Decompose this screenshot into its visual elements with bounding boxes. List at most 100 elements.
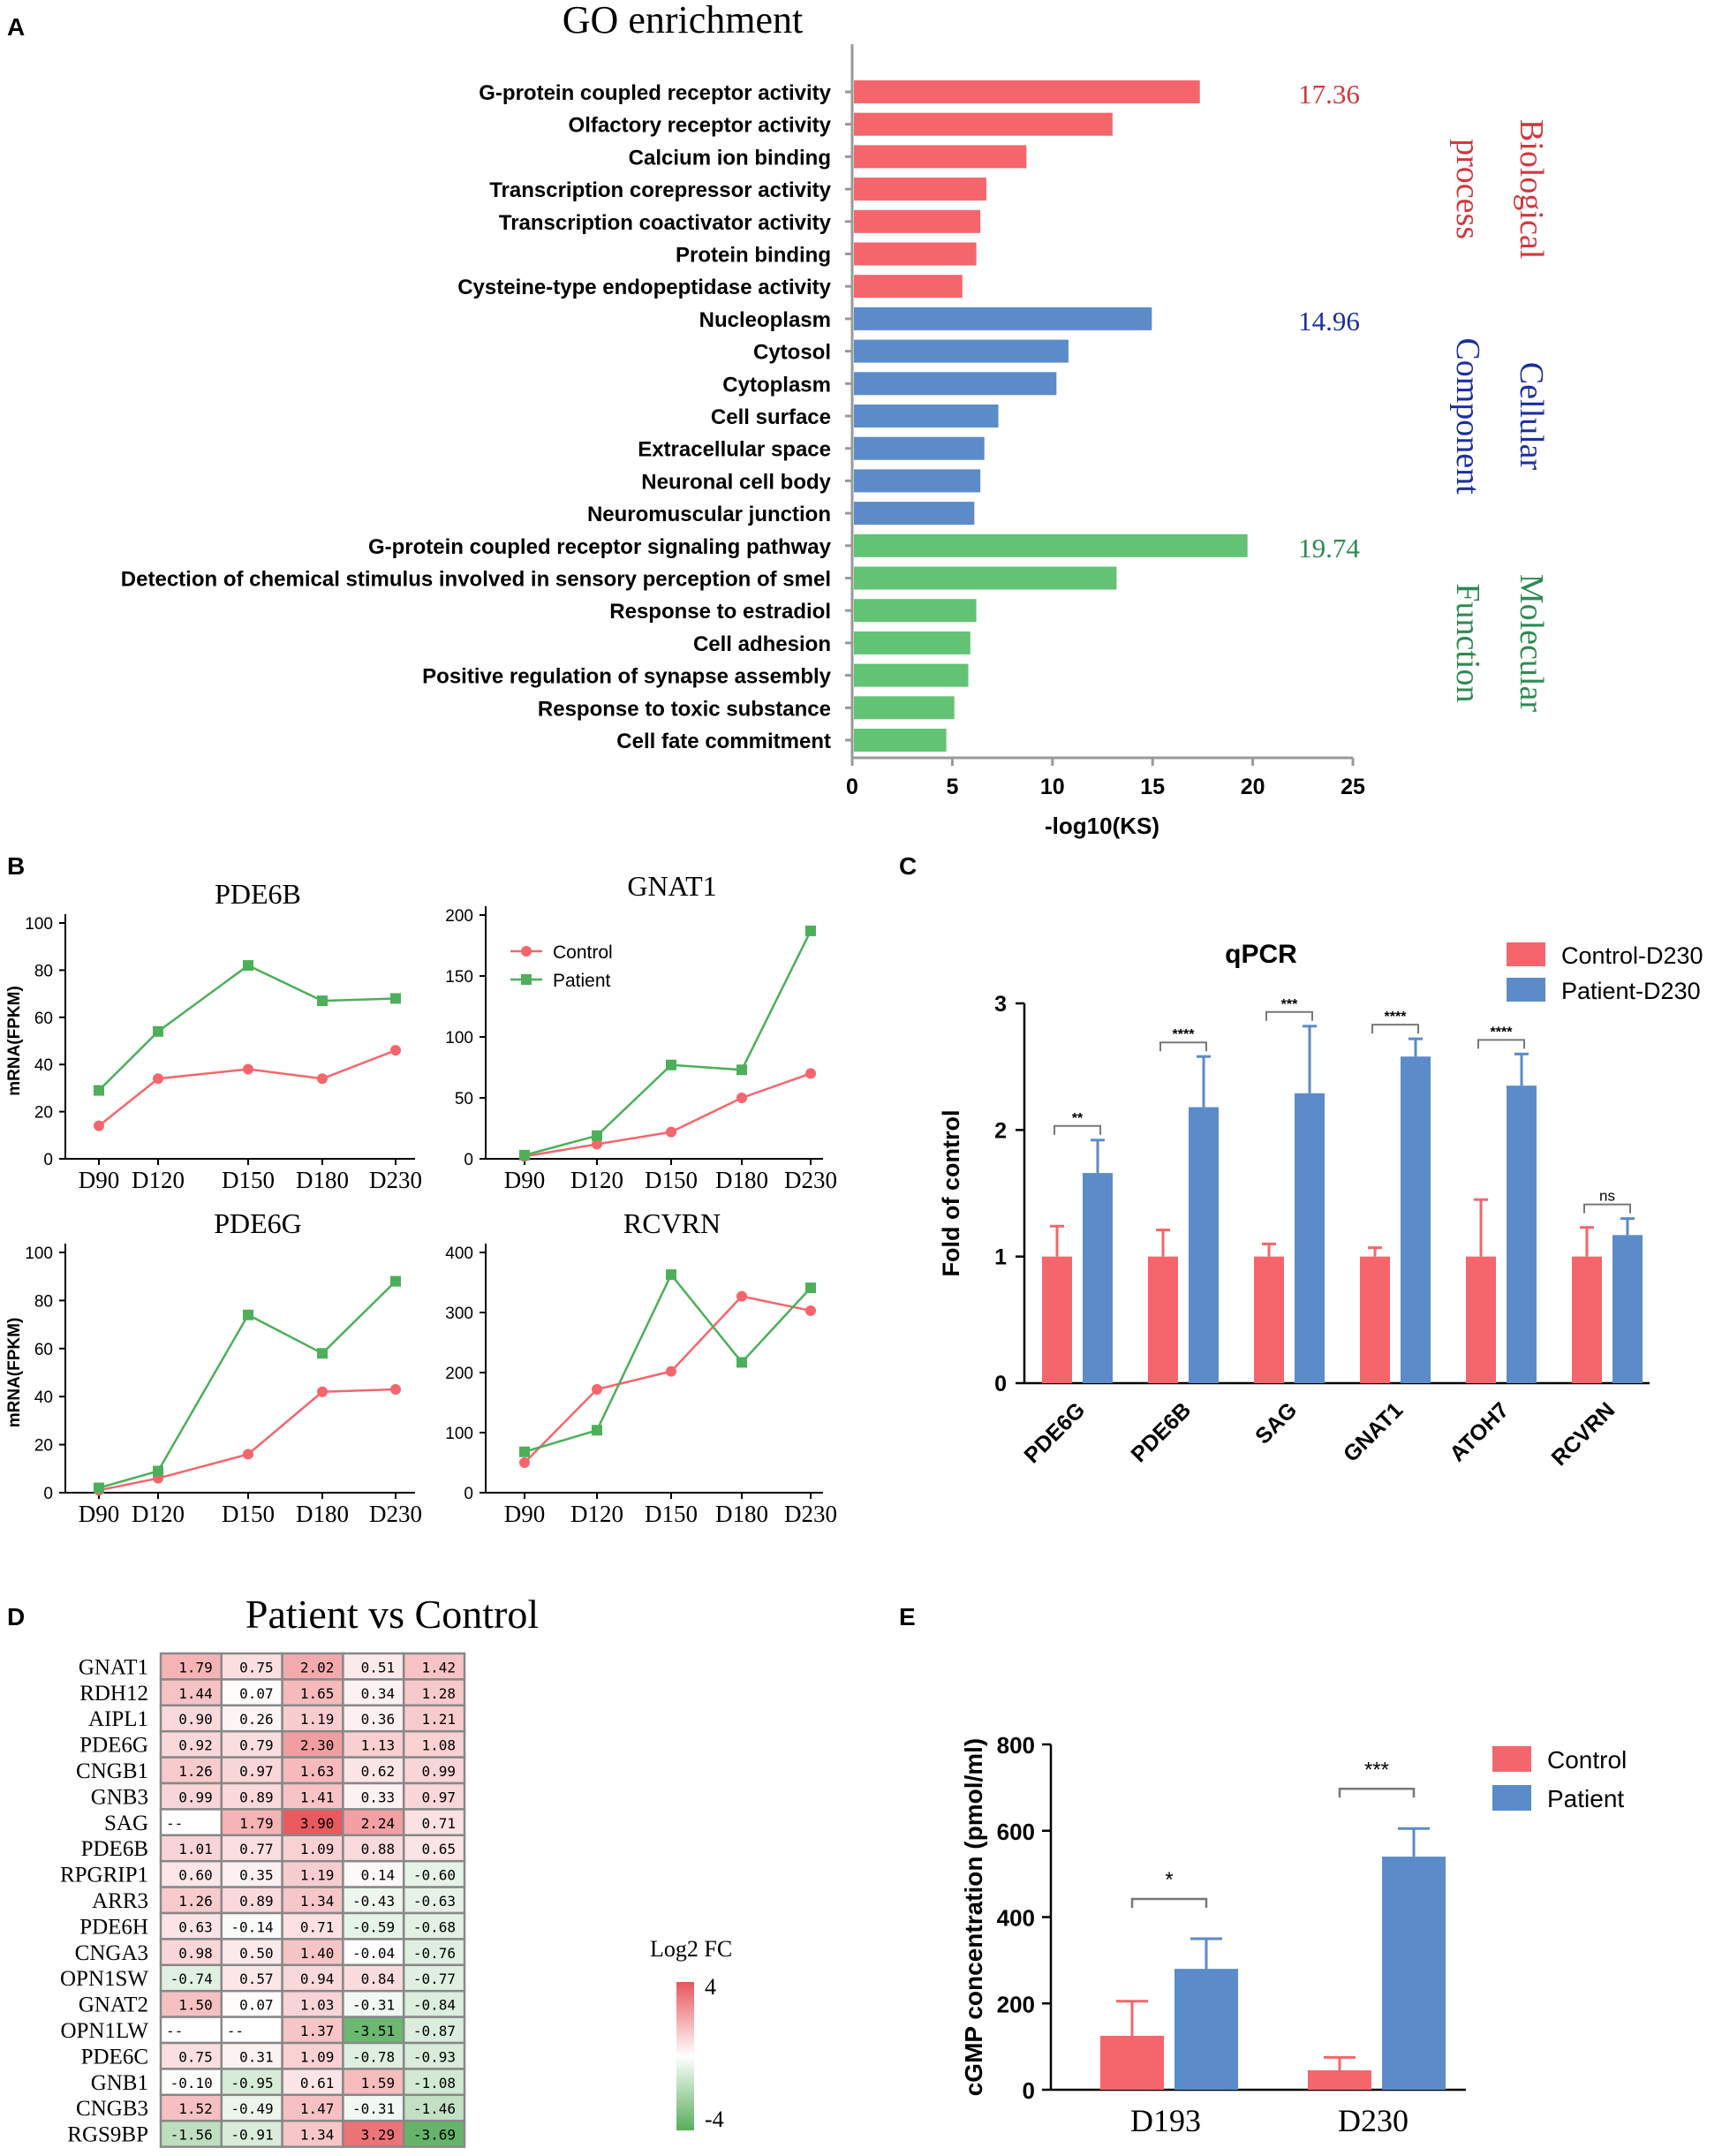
line-chart-y-tick-label: 80 [34, 1292, 53, 1311]
go-max-value-label: 17.36 [1298, 79, 1360, 110]
cgmp-bar [1308, 2070, 1371, 2090]
cgmp-legend-label: Patient [1547, 1785, 1624, 1812]
patient-point [519, 1446, 530, 1457]
heatmap-cell [402, 1729, 466, 1759]
heatmap-cell-value: 0.90 [178, 1711, 213, 1728]
line-chart-y-tick-label: 50 [455, 1090, 473, 1108]
patient-point [666, 1059, 676, 1070]
go-group-label-line2: process [1449, 139, 1486, 239]
qpcr-significance-label: ** [1072, 1111, 1084, 1126]
line-chart-x-tick-label: D90 [504, 1501, 546, 1527]
heatmap-legend-title: Log2 FC [650, 1936, 732, 1962]
heatmap-cell [402, 2093, 466, 2122]
line-chart-x-tick-label: D180 [715, 1167, 768, 1193]
qpcr-bar [1612, 1235, 1643, 1383]
heatmap-cell-value: 0.75 [239, 1659, 274, 1676]
heatmap-cell-value: -0.43 [352, 1893, 395, 1910]
heatmap-row-label: CNGB1 [76, 1759, 148, 1783]
log2fc-heatmap: Patient vs Control GNAT1 1.79 0.75 2.02 0.51 1… [60, 1592, 732, 2148]
control-point [94, 1120, 104, 1131]
heatmap-cell [402, 1859, 466, 1888]
heatmap-cell-value: 1.09 [300, 2048, 335, 2065]
go-bar [854, 469, 981, 493]
line-chart-x-tick-label: D230 [369, 1501, 422, 1527]
go-bar [854, 729, 947, 752]
heatmap-cell-value: 0.36 [361, 1711, 396, 1728]
heatmap-cell-value: 1.13 [361, 1737, 396, 1754]
go-bar [854, 242, 977, 266]
legend-patient-marker [521, 974, 532, 985]
heatmap-cell [159, 2093, 223, 2122]
heatmap-cell [342, 1938, 405, 1967]
patient-point [666, 1269, 676, 1281]
qpcr-x-tick-label: PDE6B [1126, 1397, 1196, 1467]
cgmp-x-tick-label: D230 [1338, 2103, 1409, 2138]
cgmp-legend-swatch [1492, 1746, 1531, 1772]
go-x-tick-label: 10 [1040, 775, 1065, 799]
line-chart-x-tick-label: D150 [645, 1501, 698, 1527]
go-bar [854, 80, 1200, 103]
heatmap-cell-value: 0.62 [361, 1763, 396, 1780]
patient-point [153, 1465, 163, 1477]
heatmap-row-label: CNGA3 [75, 1941, 148, 1965]
panel-label-e: E [899, 1603, 916, 1630]
heatmap-cell-value: 1.03 [300, 1997, 335, 2014]
heatmap-cell-value: 0.99 [421, 1763, 456, 1780]
line-chart-y-tick-label: 60 [34, 1341, 53, 1359]
patient-point [736, 1357, 747, 1368]
cgmp-significance-label: * [1165, 1868, 1173, 1892]
heatmap-row-label: PDE6G [79, 1734, 148, 1758]
heatmap-cell-value: 0.84 [361, 1971, 396, 1987]
heatmap-cell-value: 1.47 [300, 2100, 335, 2117]
heatmap-cell [342, 1989, 405, 2018]
patient-point [390, 1275, 401, 1287]
heatmap-cell-value: 1.40 [300, 1945, 335, 1962]
heatmap-cell [281, 1963, 344, 1993]
go-category-label: Transcription coactivator activity [499, 211, 832, 235]
qpcr-x-tick-label: ATOH7 [1445, 1397, 1514, 1466]
cgmp-significance-bracket [1130, 1897, 1208, 1908]
go-category-label: Cell adhesion [693, 632, 831, 656]
qpcr-y-tick-label: 2 [994, 1118, 1007, 1143]
heatmap-cell-value: 0.75 [178, 2048, 213, 2065]
heatmap-cell-value: 0.34 [361, 1685, 396, 1702]
heatmap-cell-value: 1.26 [178, 1763, 213, 1780]
control-point [592, 1384, 602, 1396]
heatmap-cell [220, 1782, 283, 1811]
control-point [390, 1384, 401, 1396]
qpcr-significance-label: *** [1281, 997, 1298, 1012]
line-chart-x-tick-label: D120 [132, 1167, 185, 1193]
heatmap-cell-value: 0.65 [421, 1841, 456, 1857]
go-bar [854, 372, 1057, 396]
qpcr-significance-label: **** [1173, 1027, 1196, 1042]
patient-series-line [524, 930, 812, 1157]
heatmap-cell-value: -0.49 [230, 2100, 273, 2117]
heatmap-cell-value: 0.35 [239, 1867, 274, 1884]
patient-point [805, 925, 816, 936]
patient-point [94, 1085, 104, 1096]
heatmap-cell-value: -1.08 [413, 2075, 456, 2092]
go-bar [854, 405, 999, 427]
go-category-label: Detection of chemical stimulus involved … [121, 568, 831, 592]
heatmap-cell-value: -0.31 [352, 1997, 395, 2014]
line-chart-y-tick-label: 100 [25, 915, 53, 934]
heatmap-cell-value: 1.44 [178, 1685, 213, 1702]
control-point [390, 1045, 401, 1056]
heatmap-cell-value: 0.88 [361, 1841, 396, 1857]
heatmap-cell-value: -0.10 [170, 2075, 213, 2092]
line-chart-x-tick-label: D120 [570, 1167, 623, 1193]
qpcr-bar [1466, 1256, 1496, 1383]
heatmap-row-label: PDE6H [79, 1915, 148, 1939]
heatmap-cell-value: 2.02 [300, 1659, 335, 1676]
heatmap-cell [159, 1704, 223, 1733]
heatmap-cell-value: 2.30 [300, 1737, 335, 1754]
line-chart-x-tick-label: D90 [79, 1167, 120, 1193]
heatmap-row-label: RGS9BP [67, 2123, 148, 2147]
heatmap-cell-value: 0.89 [239, 1789, 274, 1805]
heatmap-row-label: GNB1 [91, 2071, 148, 2095]
heatmap-row-label: GNB3 [91, 1785, 148, 1809]
line-chart-x-tick-label: D150 [645, 1167, 698, 1193]
heatmap-cell-value: 1.26 [178, 1893, 213, 1910]
heatmap-cell-value: 0.99 [178, 1789, 213, 1805]
line-chart-y-tick-label: 60 [34, 1010, 53, 1028]
